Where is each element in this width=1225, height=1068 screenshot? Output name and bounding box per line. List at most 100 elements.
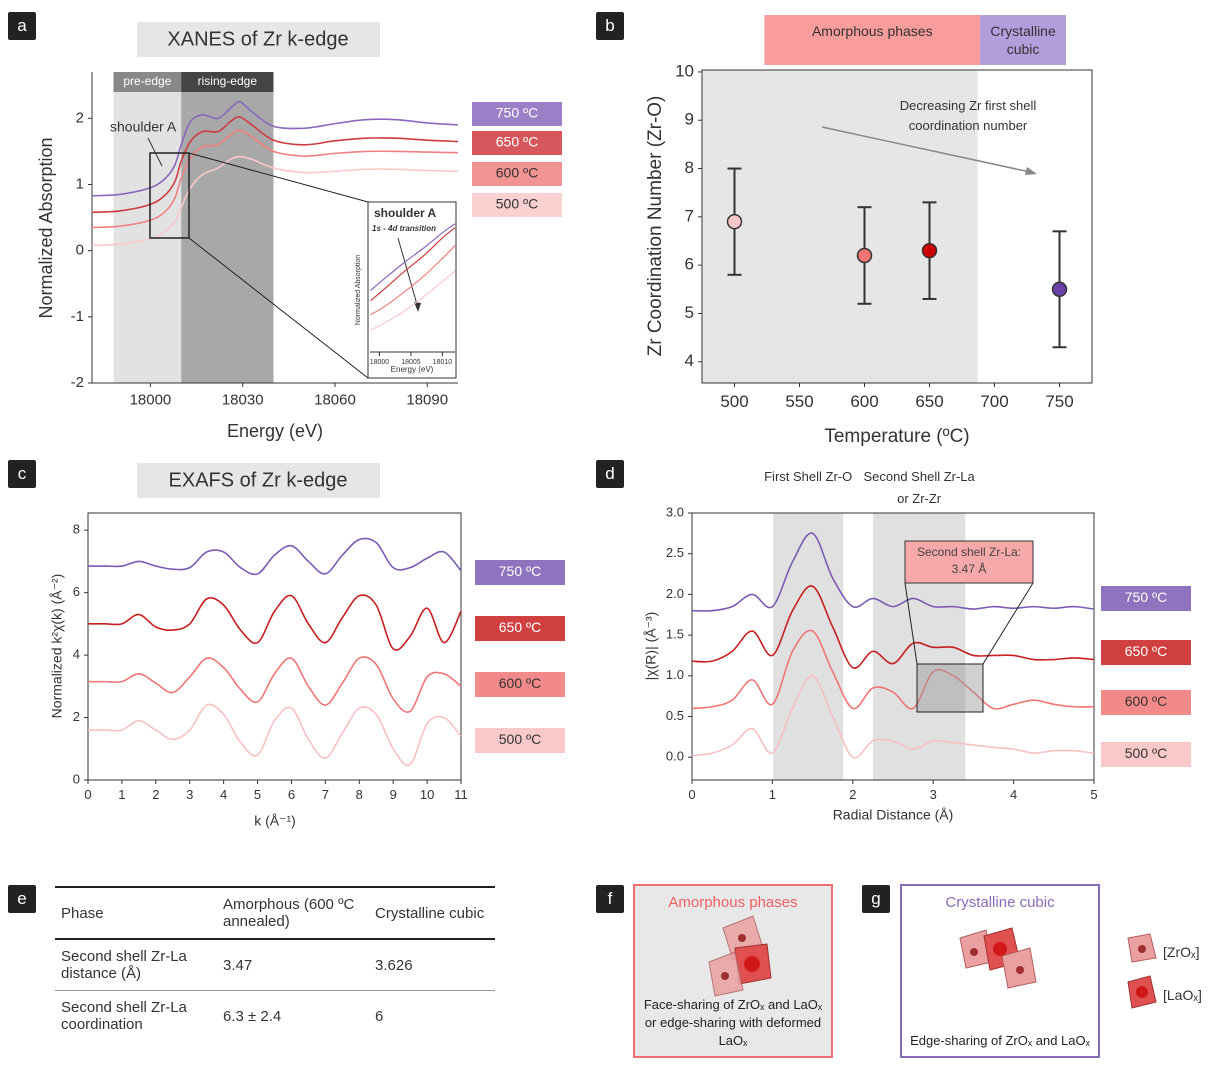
x-tick-label: 18000 (130, 391, 172, 408)
x-tick-label: 11 (454, 787, 468, 802)
x-tick-label: 4 (220, 787, 227, 802)
atom (1138, 945, 1146, 953)
region-label: Second Shell Zr-La or Zr-Zr (863, 469, 975, 506)
panel-label: b (596, 12, 624, 40)
legend-label: 650 ºC (1125, 643, 1167, 659)
point (856, 247, 873, 264)
x-axis-label: Radial Distance (Å) (833, 807, 954, 823)
chart-title: XANES of Zr k-edge (167, 28, 348, 50)
x-tick-label: 0 (84, 787, 91, 802)
region-label-bg (181, 72, 274, 92)
annotation: Decreasing Zr first shell coordination n… (899, 98, 1037, 133)
y-tick-label: 6 (685, 255, 694, 274)
header-cell: Crystalline cubic (369, 886, 495, 940)
line (370, 227, 456, 302)
y-axis-label: |χ(R)| (Å⁻³) (643, 612, 659, 681)
panel-label: g (862, 885, 890, 913)
legend-text: [ZrOₓ] (1163, 944, 1200, 960)
plot-frame (691, 512, 1095, 781)
legend-label: 500 ºC (499, 731, 541, 747)
x-tick-label: 550 (785, 392, 813, 411)
cell: Second shell Zr-La distance (Å) (55, 939, 217, 991)
x-tick-label: 2 (152, 787, 159, 802)
atom (744, 956, 760, 972)
diagram-title: Amorphous phases (668, 894, 798, 911)
zoom-box (149, 152, 190, 239)
table-row: Second shell Zr-La coordination 6.3 ± 2.… (55, 991, 495, 1042)
legend-swatch (472, 193, 562, 217)
arrow (147, 137, 163, 167)
x-axis-label: Energy (eV) (227, 421, 323, 441)
legend-label: 750 ºC (499, 563, 541, 579)
y-tick-label: 2 (73, 709, 80, 724)
phase-bar (980, 15, 1066, 65)
header-cell: Phase (55, 886, 217, 940)
line (87, 594, 462, 651)
legend-icons (1127, 933, 1157, 1009)
inset-title: shoulder A (374, 206, 437, 220)
panel-label: a (8, 12, 36, 40)
y-axis-label: Zr Coordination Number (Zr-O) (645, 96, 666, 357)
legend-swatch (1101, 640, 1191, 665)
line (87, 537, 462, 576)
y-tick-label: 0 (73, 771, 80, 786)
panel-label: c (8, 460, 36, 488)
plot-frame (87, 512, 462, 781)
x-tick-label: 18060 (314, 391, 356, 408)
line (370, 223, 456, 291)
y-tick-label: 2.0 (666, 586, 684, 601)
legend-swatch (475, 616, 565, 641)
title-box (137, 463, 380, 498)
arrowhead (414, 302, 421, 312)
highlight (916, 663, 984, 713)
x-tick-label: 4 (1010, 787, 1017, 802)
legend-label: 750 ºC (1125, 589, 1167, 605)
structure-icon (708, 915, 772, 997)
atom (1136, 986, 1148, 998)
plot-frame (701, 69, 1093, 384)
title-box (137, 22, 380, 57)
legend-label: 600 ºC (499, 675, 541, 691)
legend-swatch (475, 560, 565, 585)
legend-swatch (1101, 742, 1191, 767)
legend-label: 650 ºC (499, 619, 541, 635)
arrow (397, 237, 419, 309)
line (370, 270, 456, 331)
y-tick-label: -1 (71, 308, 84, 325)
point (1051, 281, 1068, 298)
x-tick-label: 18030 (222, 391, 264, 408)
legend-swatch (1101, 586, 1191, 611)
x-tick-label: 1 (769, 787, 776, 802)
callout-line (982, 582, 1034, 665)
legend-swatch (472, 131, 562, 155)
y-tick-label: 1.0 (666, 667, 684, 682)
legend-label: 650 ºC (496, 134, 538, 150)
y-axis-label: Normalized k²χ(k) (Å⁻²) (49, 574, 65, 719)
x-tick-label: 7 (322, 787, 329, 802)
line (691, 585, 1095, 669)
x-tick-label: 18005 (401, 359, 421, 366)
x-tick-label: 600 (850, 392, 878, 411)
x-tick-label: 6 (288, 787, 295, 802)
annotation: shoulder A (110, 119, 177, 135)
legend-swatch (472, 102, 562, 126)
phase-label: Crystalline cubic (990, 23, 1056, 57)
atom (1016, 966, 1024, 974)
legend-swatch (1101, 690, 1191, 715)
zoom-line (188, 152, 369, 203)
line (691, 532, 1095, 612)
phase-bar (764, 15, 981, 65)
y-axis-label: Normalized Absorption (355, 255, 362, 326)
region-label: pre-edge (123, 74, 171, 88)
diagram-caption: Face-sharing of ZrOₓ and LaOₓ or edge-sh… (643, 997, 823, 1048)
line (91, 155, 459, 247)
arrowhead (1025, 167, 1037, 175)
x-tick-label: 750 (1045, 392, 1073, 411)
cell: 3.626 (369, 939, 495, 991)
legend-label: 600 ºC (496, 165, 538, 181)
panel-label: d (596, 460, 624, 488)
y-tick-label: 0.0 (666, 749, 684, 764)
point (921, 242, 938, 259)
atom (993, 942, 1007, 956)
legend-label: 500 ºC (1125, 745, 1167, 761)
